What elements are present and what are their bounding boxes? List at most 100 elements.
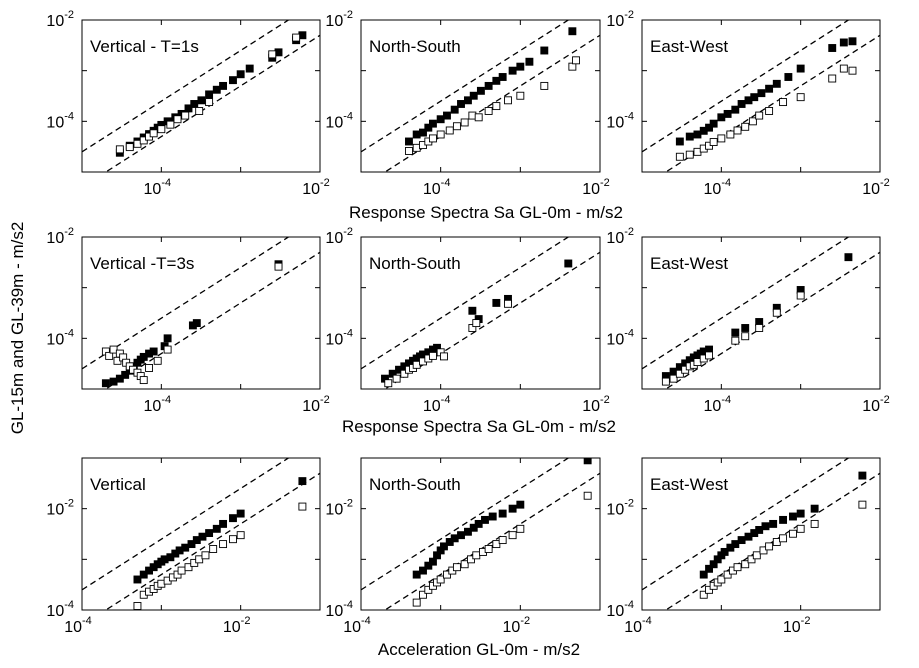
- point-open: [504, 96, 512, 105]
- point-open: [705, 351, 713, 360]
- point-filled: [488, 512, 497, 521]
- point-filled: [723, 109, 732, 118]
- x-tick-label: 10-2: [582, 394, 610, 415]
- panel-title: North-South: [369, 254, 461, 273]
- y-tick-label: 10-2: [606, 226, 634, 247]
- point-filled: [198, 532, 207, 541]
- point-filled: [463, 527, 472, 536]
- point-open: [508, 531, 517, 540]
- point-open: [460, 560, 469, 569]
- point-open: [384, 379, 393, 388]
- point-open: [492, 102, 501, 111]
- x-tick-label: 10-4: [343, 615, 371, 636]
- point-open: [741, 560, 750, 569]
- reference-line-upper: [82, 458, 290, 591]
- y-tick-label: 10-4: [46, 599, 74, 620]
- x-tick-label: 10-4: [423, 177, 451, 198]
- point-filled: [245, 64, 254, 73]
- point-filled: [769, 519, 778, 528]
- axes-box: [360, 19, 601, 173]
- point-open: [474, 113, 483, 122]
- point-filled: [187, 540, 196, 549]
- point-filled: [190, 100, 199, 108]
- point-filled: [737, 100, 746, 108]
- axes-box: [641, 19, 881, 173]
- point-open: [153, 356, 162, 365]
- point-filled: [298, 477, 307, 486]
- point-filled: [424, 561, 433, 570]
- point-open: [424, 585, 433, 594]
- point-open: [125, 143, 134, 152]
- y-tick-label: 10-4: [606, 110, 634, 131]
- y-tick-label: 10-2: [606, 9, 634, 30]
- point-filled: [469, 91, 478, 100]
- point-filled: [428, 557, 437, 566]
- y-tick-label: 10-2: [325, 226, 353, 247]
- x-tick-label: 10-4: [64, 615, 92, 636]
- point-open: [452, 563, 461, 572]
- axes-box: [81, 457, 321, 611]
- point-filled: [858, 471, 867, 480]
- point-open: [789, 529, 797, 538]
- y-tick-label: 10-2: [606, 498, 634, 519]
- point-open: [209, 545, 218, 553]
- panel-title: Vertical -T=3s: [90, 254, 194, 273]
- point-filled: [219, 519, 228, 528]
- point-filled: [463, 96, 472, 105]
- panel-9: 10-4 10-2 10-4 10-2 East-West: [606, 457, 881, 636]
- axes-box: [360, 457, 601, 611]
- x-tick-label: 10-2: [862, 177, 890, 198]
- row-2-x-axis-label: Response Spectra Sa GL-0m - m/s2: [342, 417, 616, 436]
- point-open: [445, 126, 454, 135]
- reference-line-lower: [104, 251, 320, 389]
- point-filled: [440, 542, 448, 551]
- point-open: [229, 535, 237, 544]
- point-open: [709, 138, 718, 147]
- y-tick-label: 10-2: [46, 9, 74, 30]
- y-tick-label: 10-2: [46, 498, 74, 519]
- reference-line-lower: [104, 472, 320, 610]
- x-tick-label: 10-2: [783, 615, 811, 636]
- panel-2: 10-4 10-2 10-4 10-2 North-South: [325, 9, 609, 198]
- x-tick-label: 10-4: [704, 394, 732, 415]
- point-filled: [192, 319, 201, 328]
- point-open: [139, 376, 148, 385]
- point-open: [492, 540, 501, 549]
- point-open: [157, 125, 166, 134]
- point-open: [472, 319, 481, 328]
- point-filled: [492, 298, 501, 307]
- point-open: [765, 107, 774, 115]
- point-filled: [236, 70, 245, 79]
- point-filled: [516, 62, 525, 71]
- y-tick-label: 10-2: [325, 9, 353, 30]
- point-open: [717, 575, 726, 584]
- point-open: [572, 56, 580, 65]
- point-filled: [484, 81, 493, 90]
- panel-5: 10-4 10-2 10-4 10-2 North-South: [325, 226, 610, 415]
- point-filled: [750, 93, 759, 102]
- point-open: [675, 152, 684, 161]
- point-open: [705, 585, 713, 594]
- point-filled: [205, 529, 214, 538]
- point-open: [145, 364, 153, 372]
- point-open: [452, 122, 461, 131]
- point-filled: [212, 524, 221, 533]
- point-open: [436, 130, 445, 139]
- point-open: [516, 524, 525, 533]
- point-open: [772, 308, 781, 317]
- point-open: [392, 374, 401, 383]
- point-open: [460, 118, 469, 127]
- point-open: [443, 570, 451, 579]
- point-filled: [101, 379, 110, 388]
- row-1-x-axis-label: Response Spectra Sa GL-0m - m/s2: [349, 203, 623, 222]
- x-tick-label: 10-2: [302, 394, 330, 415]
- point-filled: [789, 512, 797, 521]
- point-open: [810, 519, 819, 528]
- panel-1: 10-4 10-2 10-4 10-2 Vertical - T=1s: [46, 9, 329, 198]
- point-filled: [476, 86, 485, 95]
- point-filled: [525, 57, 534, 66]
- point-open: [748, 117, 757, 126]
- point-open: [675, 369, 684, 378]
